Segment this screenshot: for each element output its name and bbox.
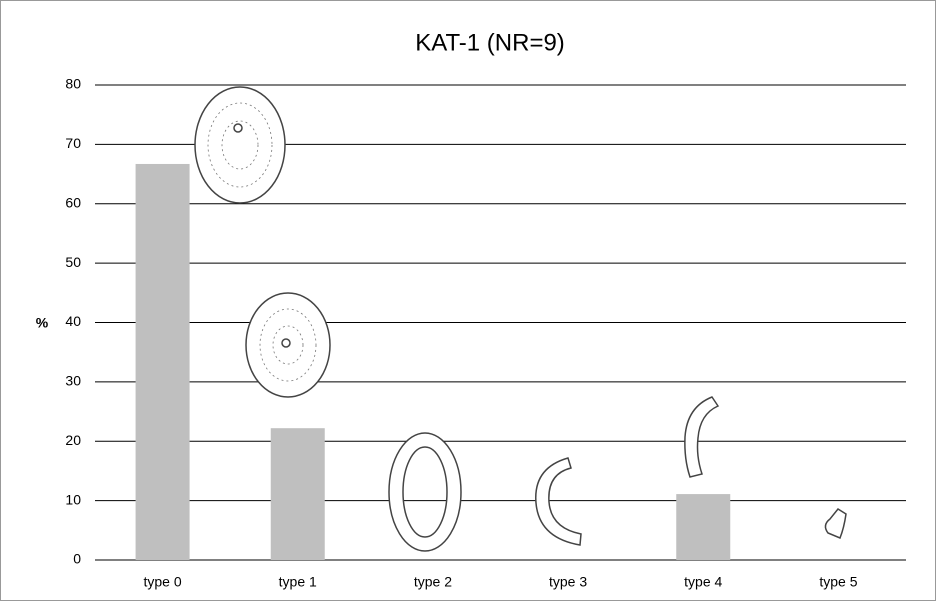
y-tick-label: 20 <box>65 432 81 448</box>
bar <box>135 163 190 560</box>
x-tick-label: type 5 <box>819 574 857 590</box>
x-tick-label: type 3 <box>549 574 587 590</box>
y-tick-label: 70 <box>65 135 81 151</box>
y-tick-label: 0 <box>73 551 81 567</box>
y-tick-label: 30 <box>65 373 81 389</box>
bar <box>676 494 731 560</box>
x-tick-label: type 0 <box>144 574 182 590</box>
bar <box>270 428 325 560</box>
x-tick-label: type 4 <box>684 574 722 590</box>
y-tick-label: 60 <box>65 194 81 210</box>
y-tick-label: 80 <box>65 76 81 92</box>
shell-illustrations <box>194 86 847 552</box>
y-tick-label: 40 <box>65 313 81 329</box>
chart-title: KAT-1 (NR=9) <box>415 29 565 56</box>
y-axis-label: % <box>36 315 49 331</box>
y-tick-label: 10 <box>65 491 81 507</box>
x-tick-label: type 1 <box>279 574 317 590</box>
y-tick-label: 50 <box>65 254 81 270</box>
x-tick-label: type 2 <box>414 574 452 590</box>
